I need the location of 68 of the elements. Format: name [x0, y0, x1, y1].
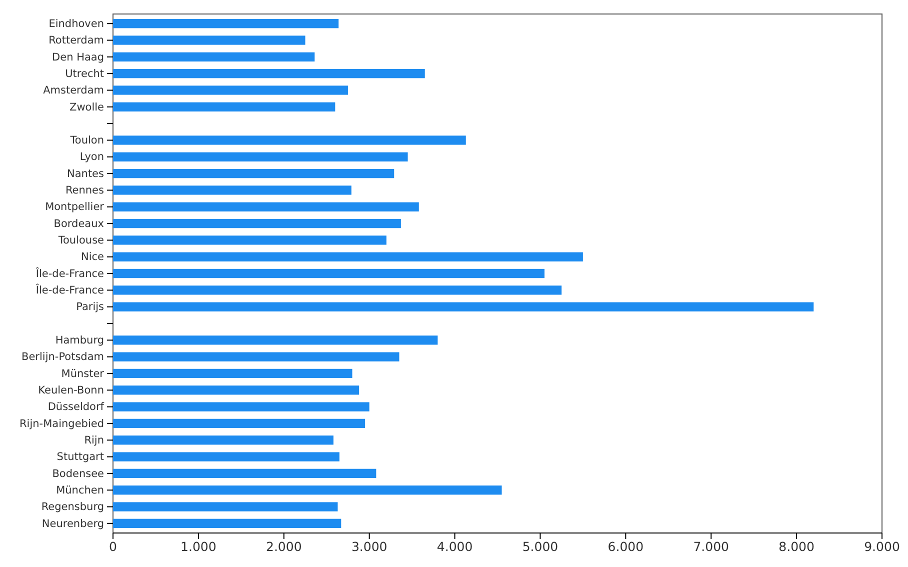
y-tick-label: Montpellier: [45, 201, 105, 214]
bar: [113, 68, 425, 78]
y-tick-label: Bordeaux: [54, 218, 104, 230]
bar: [113, 186, 352, 195]
bar: [113, 502, 338, 512]
bar: [113, 36, 306, 45]
y-tick-label: Parijs: [76, 301, 104, 314]
y-tick-label: Rennes: [65, 184, 104, 197]
y-tick-label: Berlijn-Potsdam: [22, 351, 104, 364]
x-tick-label: 1.000: [180, 538, 216, 554]
bar: [113, 52, 315, 62]
y-tick-label: Utrecht: [65, 68, 104, 80]
bar: [113, 418, 366, 428]
y-tick-label: Bodensee: [52, 468, 104, 480]
bar: [113, 218, 401, 228]
y-tick-label: Zwolle: [70, 101, 104, 114]
bar: [113, 402, 370, 412]
bar: [113, 368, 352, 378]
x-tick-label: 6.000: [608, 538, 644, 554]
y-tick-label: Toulouse: [57, 234, 104, 247]
y-tick-label: Lyon: [80, 151, 104, 164]
bar: [113, 168, 394, 178]
y-tick-label: Toulon: [69, 134, 104, 147]
bar: [113, 518, 342, 528]
bar: [113, 436, 334, 445]
bar: [113, 386, 360, 395]
y-tick-label: Neurenberg: [42, 518, 104, 530]
bar: [113, 102, 336, 112]
y-tick-label: Keulen-Bonn: [38, 384, 104, 396]
y-tick-label: Regensburg: [41, 501, 104, 514]
bar: [113, 202, 419, 212]
y-tick-label: Hamburg: [55, 334, 104, 347]
bar: [113, 152, 408, 162]
bar: [113, 136, 466, 145]
bar: [113, 236, 386, 245]
x-tick-label: 3.000: [351, 538, 388, 554]
x-tick-label: 5.000: [522, 538, 558, 554]
y-tick-label: Eindhoven: [48, 18, 104, 30]
x-tick-label: 8.000: [778, 538, 814, 554]
bar: [113, 268, 544, 278]
bar: [113, 286, 562, 295]
y-tick-label: Stuttgart: [56, 451, 104, 464]
x-tick-label: 4.000: [436, 538, 473, 554]
y-tick-label: München: [56, 484, 104, 496]
bar: [113, 86, 348, 95]
y-tick-label: Île-de-France: [34, 284, 104, 297]
bar: [113, 19, 339, 28]
y-tick-label: Düsseldorf: [48, 401, 104, 414]
y-tick-label: Nantes: [67, 168, 104, 180]
y-tick-label: Nice: [80, 251, 104, 264]
x-tick-label: 0: [109, 538, 118, 554]
x-tick-label: 2.000: [266, 538, 302, 554]
y-tick-label: Rijn: [84, 434, 104, 446]
bar: [113, 352, 400, 362]
bar: [113, 468, 376, 478]
y-tick-label: Amsterdam: [43, 84, 104, 97]
x-tick-label: 7.000: [693, 538, 730, 554]
y-tick-label: Münster: [61, 368, 105, 380]
bar: [113, 336, 438, 345]
x-tick-label: 9.000: [864, 538, 900, 554]
y-tick-label: Île-de-France: [34, 266, 104, 280]
bar: [113, 252, 583, 262]
y-tick-label: Den Haag: [52, 51, 104, 64]
y-tick-label: Rotterdam: [48, 34, 104, 47]
bar: [113, 302, 814, 312]
bar: [113, 486, 502, 495]
bar: [113, 452, 340, 462]
y-tick-label: Rijn-Maingebied: [20, 418, 104, 430]
